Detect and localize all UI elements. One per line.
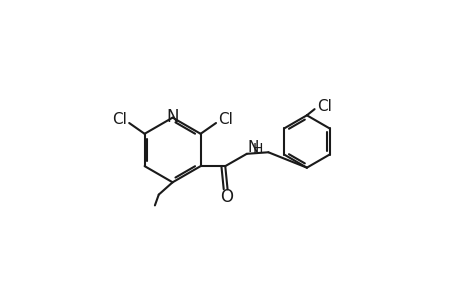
Text: O: O xyxy=(220,188,233,206)
Text: N: N xyxy=(247,140,258,155)
Text: H: H xyxy=(252,142,263,156)
Text: Cl: Cl xyxy=(112,112,126,127)
Text: Cl: Cl xyxy=(316,99,331,114)
Text: Cl: Cl xyxy=(218,112,233,127)
Text: N: N xyxy=(166,108,179,126)
